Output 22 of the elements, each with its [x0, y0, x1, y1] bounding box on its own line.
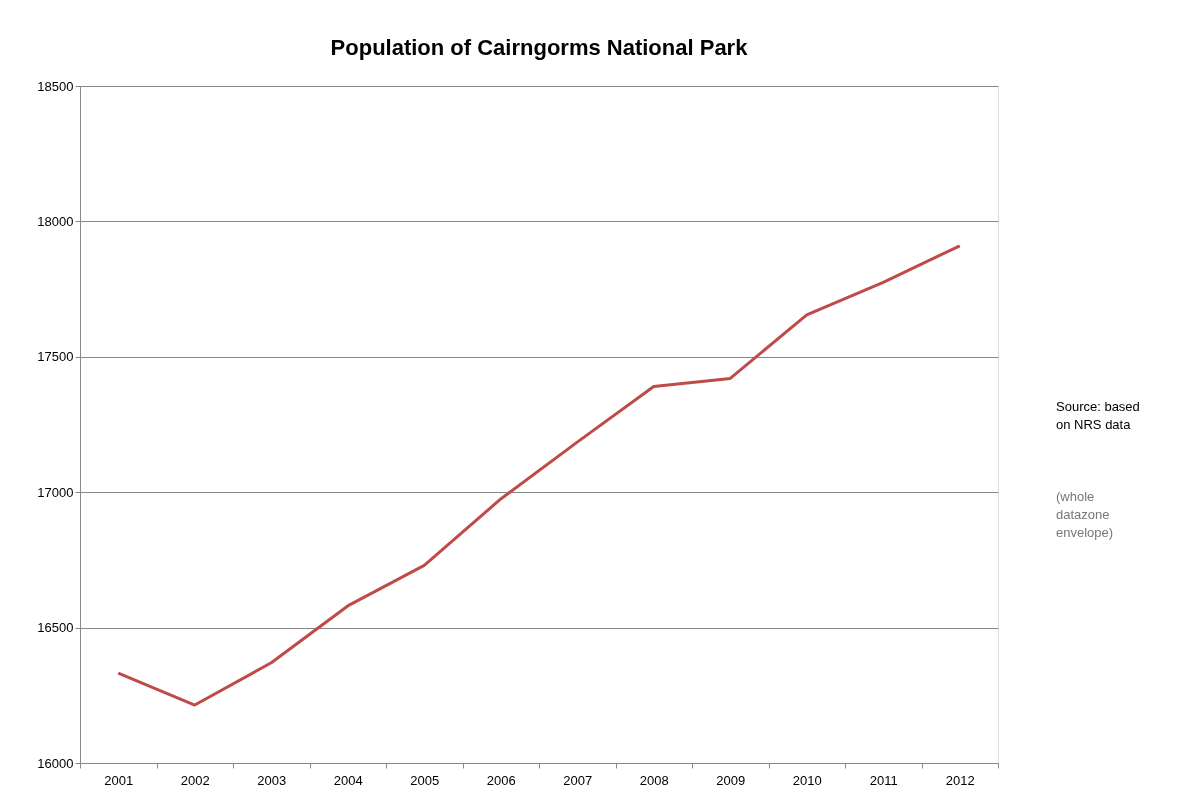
source-note: Source: based on NRS data — [1056, 399, 1140, 432]
x-tick-label: 2009 — [716, 772, 746, 788]
x-tick-label: 2010 — [792, 772, 822, 788]
x-tick-label: 2007 — [563, 772, 593, 788]
x-tick-label: 2012 — [945, 772, 975, 788]
y-tick-label: 16000 — [37, 755, 74, 771]
y-tick-label: 18500 — [37, 78, 74, 94]
text: (whole datazone envelope) — [1056, 489, 1114, 540]
y-tick-label: 16500 — [37, 620, 74, 636]
x-tick-label: 2001 — [104, 772, 134, 788]
y-tick-label: 18000 — [37, 213, 74, 229]
x-tick-label: 2011 — [869, 772, 898, 788]
x-tick-label: 2006 — [486, 772, 516, 788]
y-tick-label: 17000 — [37, 484, 74, 500]
y-tick-label: 17500 — [37, 349, 74, 365]
x-tick-label: 2005 — [410, 772, 440, 788]
x-tick-label: 2003 — [257, 772, 287, 788]
line-series — [116, 244, 962, 707]
chart-title: Population of Cairngorms National Park — [330, 35, 749, 60]
x-tick-label: 2008 — [639, 772, 669, 788]
x-tick-label: 2004 — [333, 772, 363, 788]
x-tick-label: 2002 — [180, 772, 210, 788]
